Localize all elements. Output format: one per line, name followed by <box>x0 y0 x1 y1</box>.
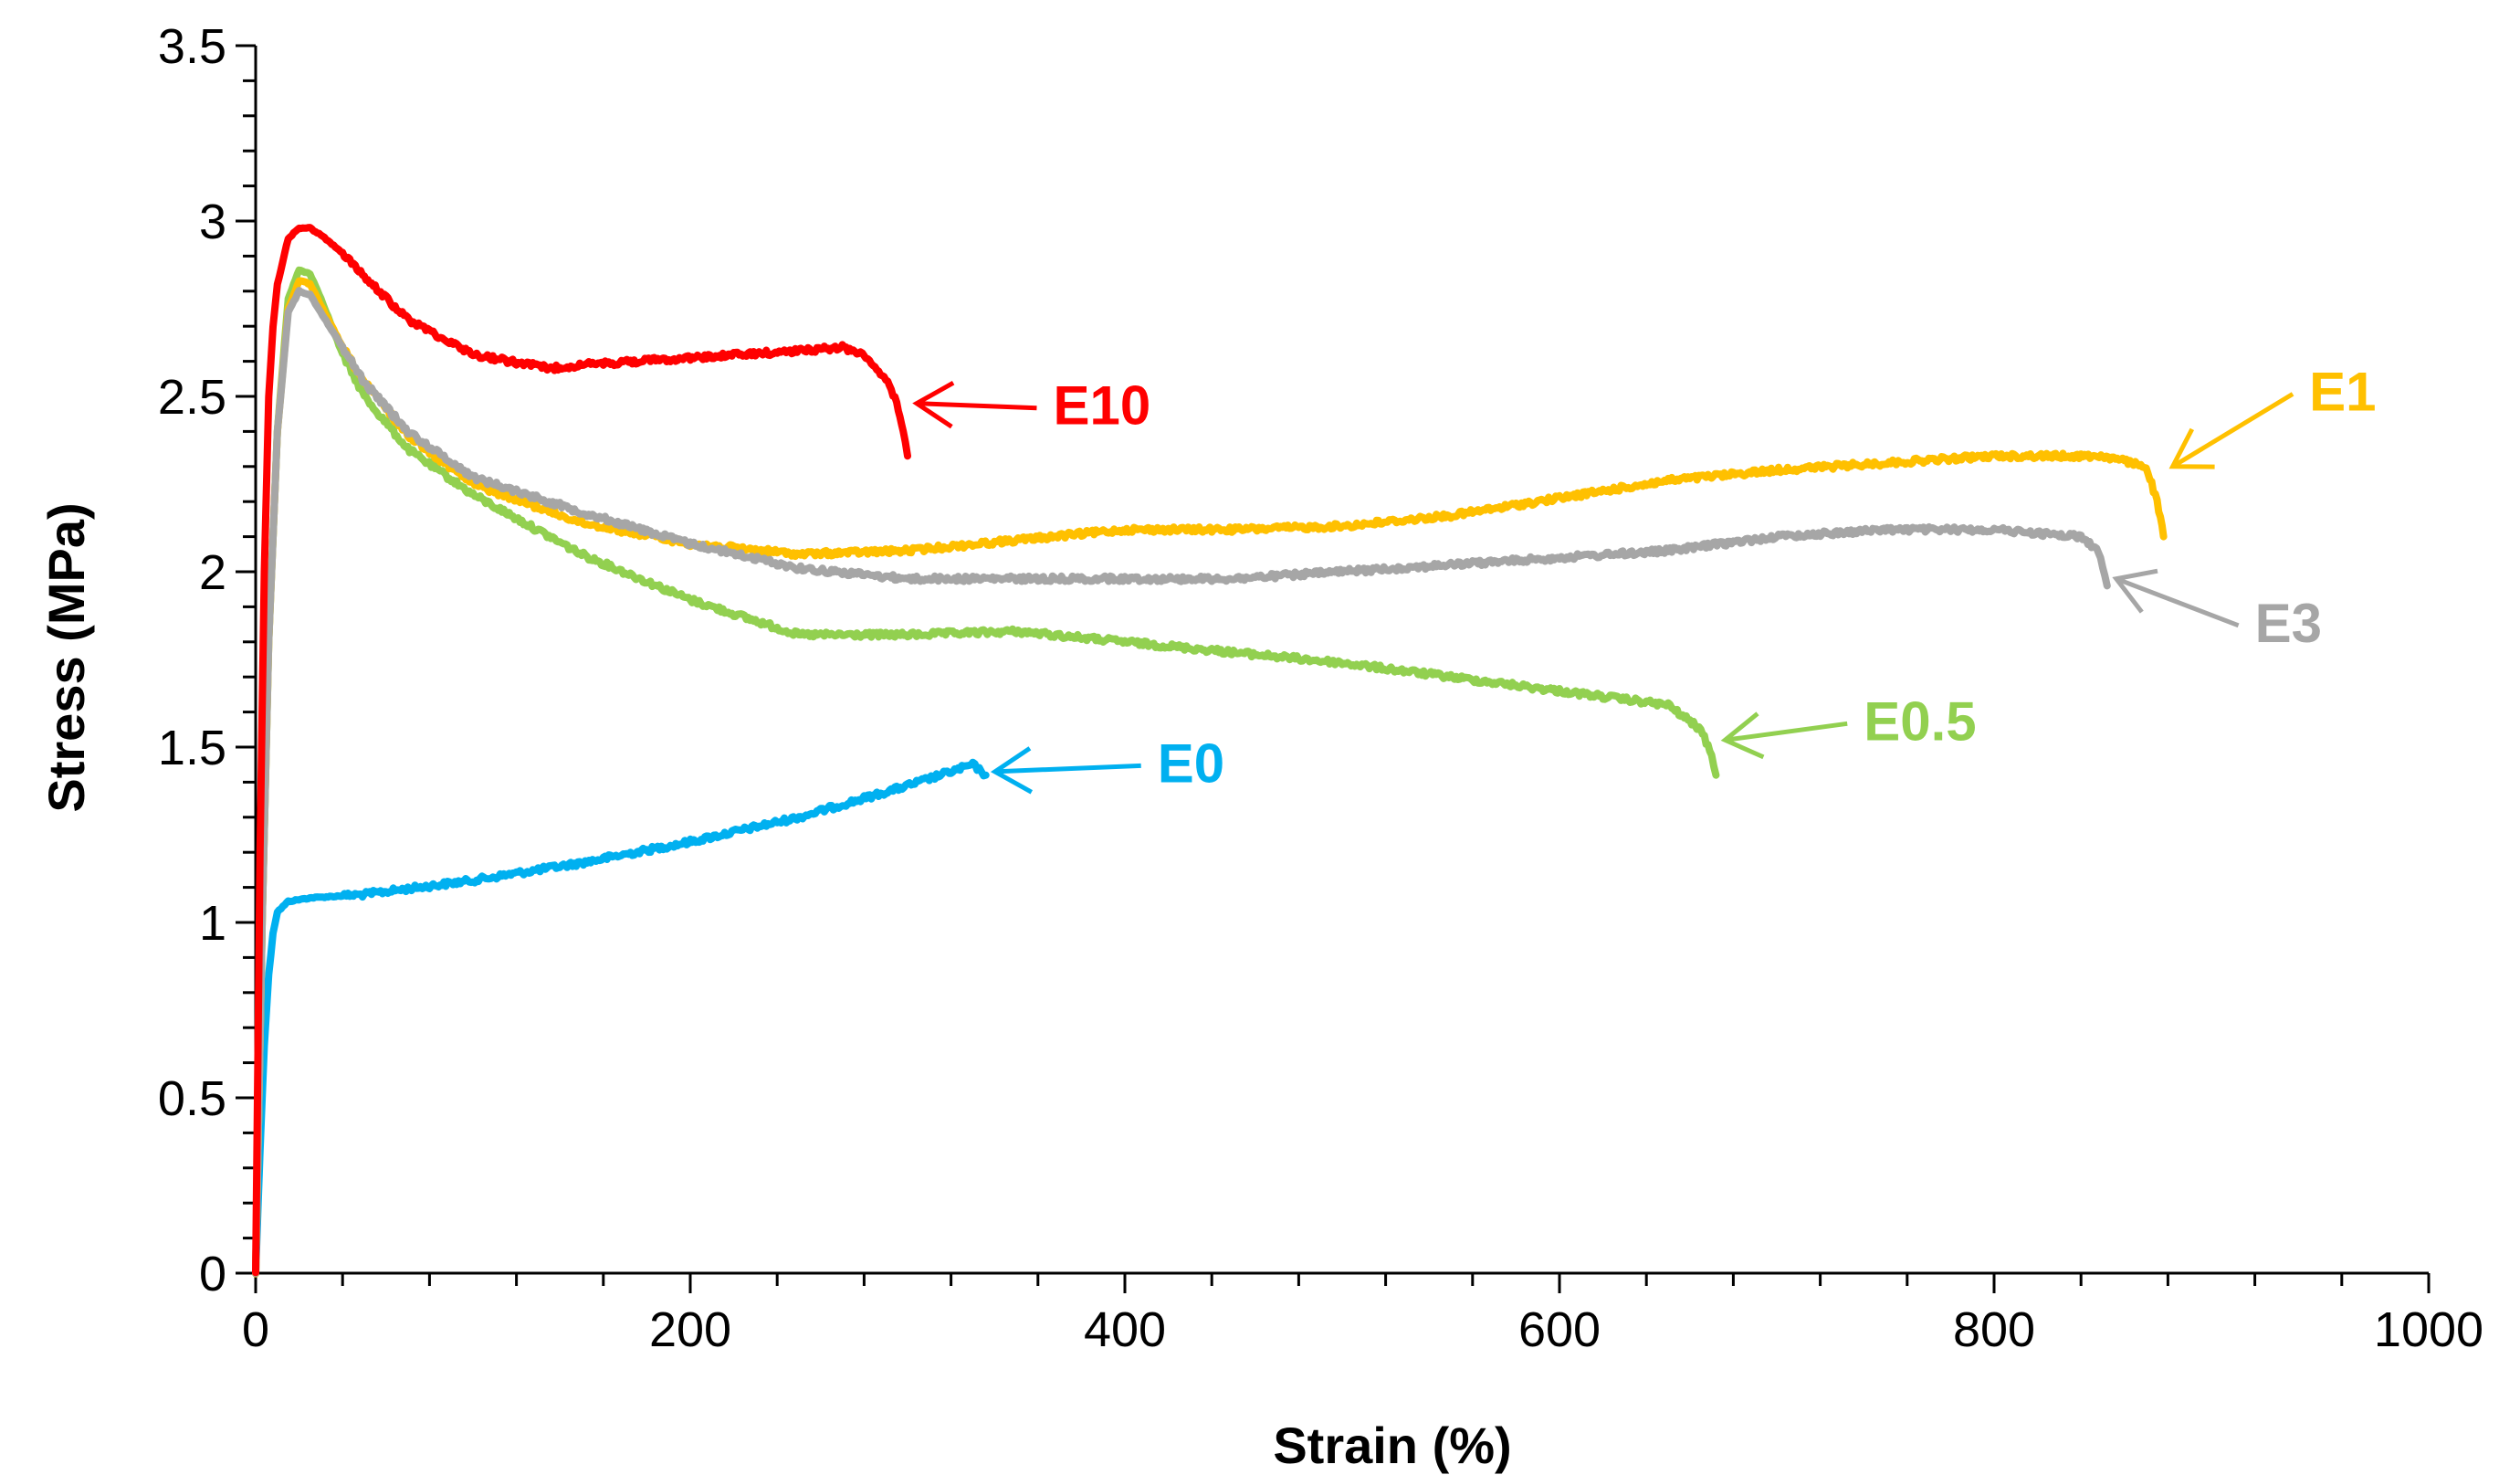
series-label-e0-5: E0.5 <box>1864 690 1976 752</box>
arrow-line-e0-5 <box>1725 721 1848 743</box>
y-tick-label: 0.5 <box>158 1071 226 1126</box>
series-label-e1: E1 <box>2309 361 2376 422</box>
y-tick-label: 1.5 <box>158 721 226 775</box>
x-tick-label: 1000 <box>2374 1302 2483 1357</box>
series-layer <box>252 224 2168 1278</box>
arrow-head-e0-5 <box>1720 711 1765 760</box>
arrow-head-e10 <box>912 381 955 429</box>
x-tick-label: 800 <box>1953 1302 2035 1357</box>
y-tick-label: 2.5 <box>158 370 226 425</box>
series-label-e0: E0 <box>1158 732 1224 794</box>
x-tick-label: 400 <box>1084 1302 1166 1357</box>
x-axis-title: Strain (%) <box>1273 1417 1511 1474</box>
series-line-e0-5 <box>252 266 1720 1278</box>
arrow-line-e3 <box>2115 576 2240 628</box>
arrow-head-e1 <box>2168 427 2215 469</box>
arrow-head-e0 <box>990 746 1034 795</box>
x-tick-label: 200 <box>649 1302 731 1357</box>
axes: 0 200 400 600 800 1000 0 0.5 1 1.5 2 2.5 3 3.5 <box>158 19 2483 1357</box>
x-tick-label: 0 <box>242 1302 269 1357</box>
series-line-e3 <box>252 287 2111 1278</box>
labels-layer: E0 E0.5 E1 E3 E10 <box>912 361 2376 795</box>
y-tick-label: 1 <box>199 896 226 951</box>
series-line-e10 <box>252 224 911 1277</box>
series-line-e1 <box>252 277 2168 1278</box>
series-label-e10: E10 <box>1053 375 1150 437</box>
y-tick-label: 3.5 <box>158 19 226 74</box>
y-axis-title: Stress (MPa) <box>37 502 95 812</box>
y-tick-label: 0 <box>199 1247 226 1301</box>
arrow-line-e10 <box>916 401 1037 411</box>
x-tick-label: 600 <box>1518 1302 1601 1357</box>
y-tick-label: 3 <box>199 195 226 249</box>
series-line-e0 <box>252 758 990 1278</box>
series-label-e3: E3 <box>2255 593 2322 654</box>
arrow-head-e3 <box>2112 568 2158 614</box>
y-tick-label: 2 <box>199 545 226 600</box>
arrow-line-e1 <box>2171 392 2294 469</box>
arrow-line-e0 <box>994 763 1141 774</box>
